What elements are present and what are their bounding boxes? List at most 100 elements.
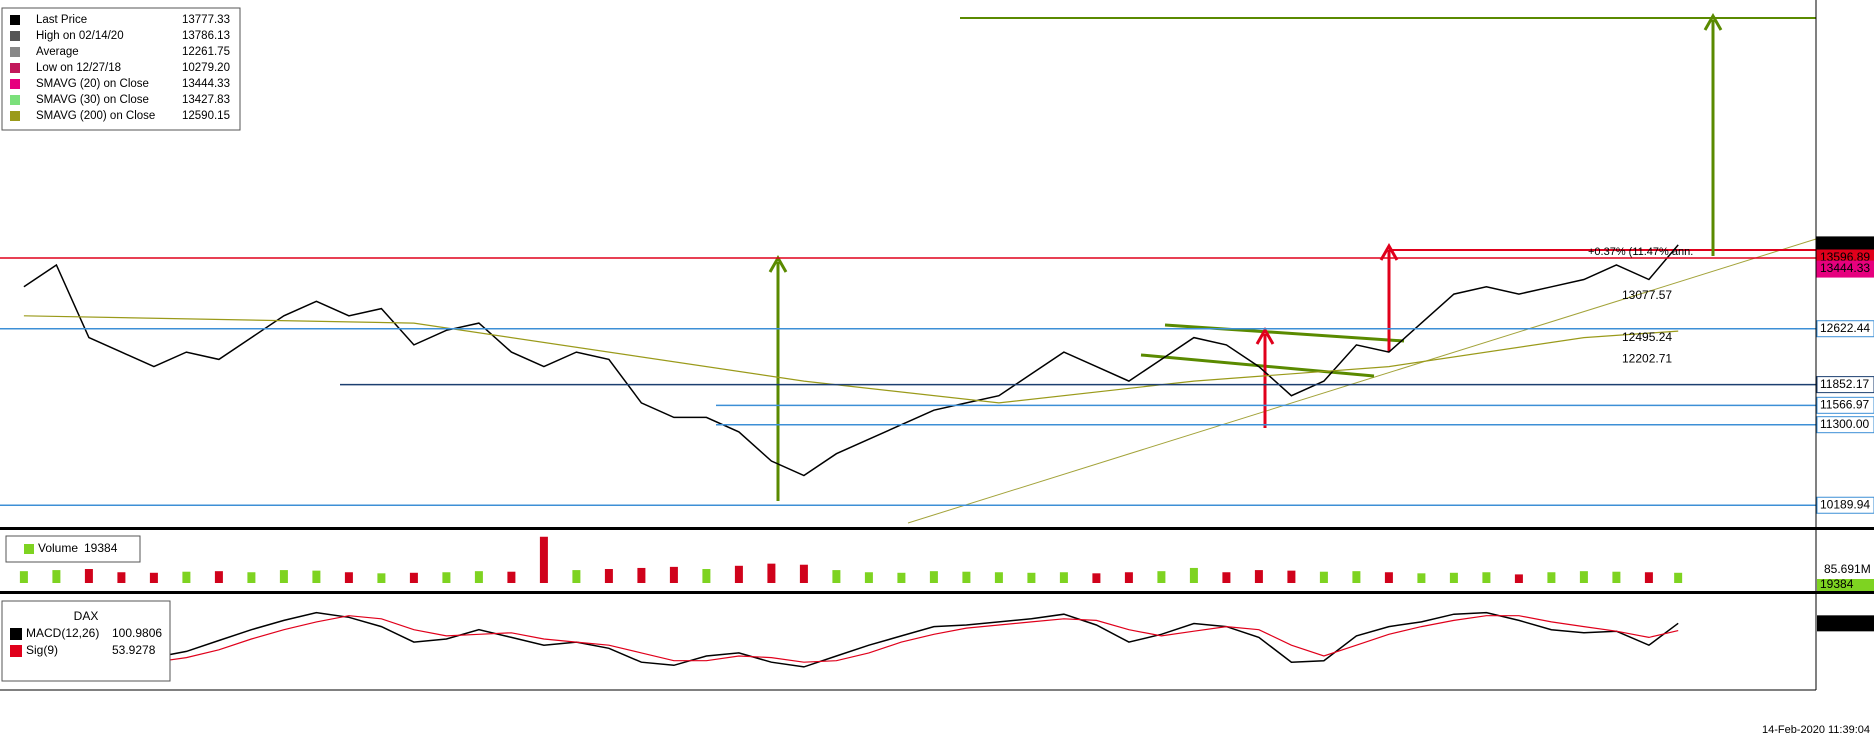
volume-bar — [1417, 573, 1426, 583]
legend-name: SMAVG (30) on Close — [36, 94, 149, 106]
volume-bar — [1287, 570, 1296, 583]
legend-name: SMAVG (200) on Close — [36, 110, 155, 122]
volume-bar — [1319, 571, 1328, 583]
price-marker-box — [1816, 376, 1874, 394]
volume-bar — [1644, 572, 1653, 583]
price-marker-label: 11566.97 — [1820, 397, 1869, 411]
legend-swatch — [24, 544, 34, 554]
legend-value: 10279.20 — [182, 62, 230, 74]
volume-bar — [1124, 572, 1133, 583]
legend-value: 13444.33 — [182, 78, 230, 90]
volume-bar — [1027, 572, 1036, 583]
legend-box — [1, 600, 171, 682]
legend-value: 19384 — [84, 541, 118, 555]
price-marker-box — [1816, 396, 1874, 414]
panel-separator — [0, 591, 1874, 594]
volume-bar — [799, 564, 808, 583]
volume-last-box — [1817, 579, 1874, 591]
arrow-head — [1379, 242, 1399, 261]
legend-swatch — [10, 47, 20, 57]
volume-bar — [1612, 571, 1621, 583]
volume-bar — [312, 570, 321, 583]
data — [0, 244, 1816, 668]
volume-bar — [344, 572, 353, 583]
legend-name: SMAVG (20) on Close — [36, 78, 149, 90]
volume-bar — [637, 567, 646, 583]
legend-value: 13427.83 — [182, 94, 230, 106]
legend-value: 12261.75 — [182, 46, 230, 58]
volume-bar — [994, 572, 1003, 583]
volume-bar — [962, 571, 971, 583]
legend-value: 100.9806 — [112, 626, 162, 640]
legend-name: Last Price — [36, 14, 87, 26]
price-marker-box — [1816, 260, 1874, 278]
panel-separator — [0, 527, 1874, 530]
volume-bar — [84, 569, 93, 583]
legend-swatch — [10, 63, 20, 73]
legend-swatch — [10, 95, 20, 105]
legend-swatch — [10, 15, 20, 25]
volume-bar — [19, 571, 28, 583]
volume-bar — [929, 571, 938, 583]
volume-bar — [734, 565, 743, 583]
price-marker-label: 11300.00 — [1820, 417, 1869, 431]
volume-bar — [279, 570, 288, 583]
price-marker-label: 13777.33 — [1820, 237, 1870, 251]
price-marker-box — [1816, 320, 1874, 338]
series-line — [23, 611, 1679, 668]
legend-name: Average — [36, 46, 79, 58]
volume-bar — [1384, 572, 1393, 583]
macd-marker-label: 100.9806 — [1820, 616, 1870, 630]
price-marker-label: 11852.17 — [1820, 377, 1869, 391]
volume-bar — [669, 566, 678, 583]
price-marker-box — [1816, 496, 1874, 514]
volume-bar — [1482, 572, 1491, 583]
volume-bar — [1579, 571, 1588, 583]
annotations — [768, 12, 1817, 524]
series-line — [23, 615, 1679, 663]
legend-swatch — [10, 31, 20, 41]
legend-name: MACD(12,26) — [26, 626, 99, 640]
volume-bar — [1222, 572, 1231, 583]
legend-box — [1, 7, 241, 131]
legend-value: 53.9278 — [112, 643, 156, 657]
channel-line — [1164, 323, 1405, 343]
legend-value: 13777.33 — [182, 14, 230, 26]
volume-last-label: 19384 — [1820, 577, 1854, 591]
series-line — [23, 315, 1679, 404]
volume-bar — [182, 571, 191, 583]
volume-bar — [1189, 567, 1198, 583]
price-marker-label: 10189.94 — [1820, 497, 1870, 511]
volume-bar — [897, 572, 906, 583]
legend-swatch — [10, 111, 20, 121]
legend-name: Volume — [38, 541, 78, 555]
volume-bar — [149, 572, 158, 583]
volume-bar — [832, 570, 841, 583]
volume-bar — [1254, 570, 1263, 583]
timestamp: 14-Feb-2020 11:39:04 — [1762, 724, 1870, 736]
volume-bar — [1092, 573, 1101, 583]
volume-bar — [247, 572, 256, 583]
volume-bar — [507, 571, 516, 583]
legend-name: High on 02/14/20 — [36, 30, 124, 42]
volume-bar — [214, 571, 223, 583]
volume-bar — [572, 570, 581, 583]
volume-bar — [1547, 572, 1556, 583]
price-marker-box — [1816, 416, 1874, 434]
macd-marker-box — [1817, 615, 1874, 632]
annotation: +0.37% (11.47% ann. — [1588, 246, 1693, 258]
level-label: 12202.71 — [1622, 351, 1672, 365]
volume-bar — [1059, 572, 1068, 583]
price-marker-label: 13444.33 — [1820, 261, 1870, 275]
volume-bar — [117, 572, 126, 583]
legend-swatch — [10, 79, 20, 89]
legend-name: Sig(9) — [26, 643, 58, 657]
volume-bar — [52, 570, 61, 583]
volume-bar — [604, 569, 613, 583]
arrow-head — [1255, 326, 1275, 345]
volume-bar — [1352, 571, 1361, 583]
volume-marker-label: 85.691M — [1824, 562, 1871, 576]
volume-bar — [864, 572, 873, 583]
legend-swatch — [10, 645, 22, 657]
